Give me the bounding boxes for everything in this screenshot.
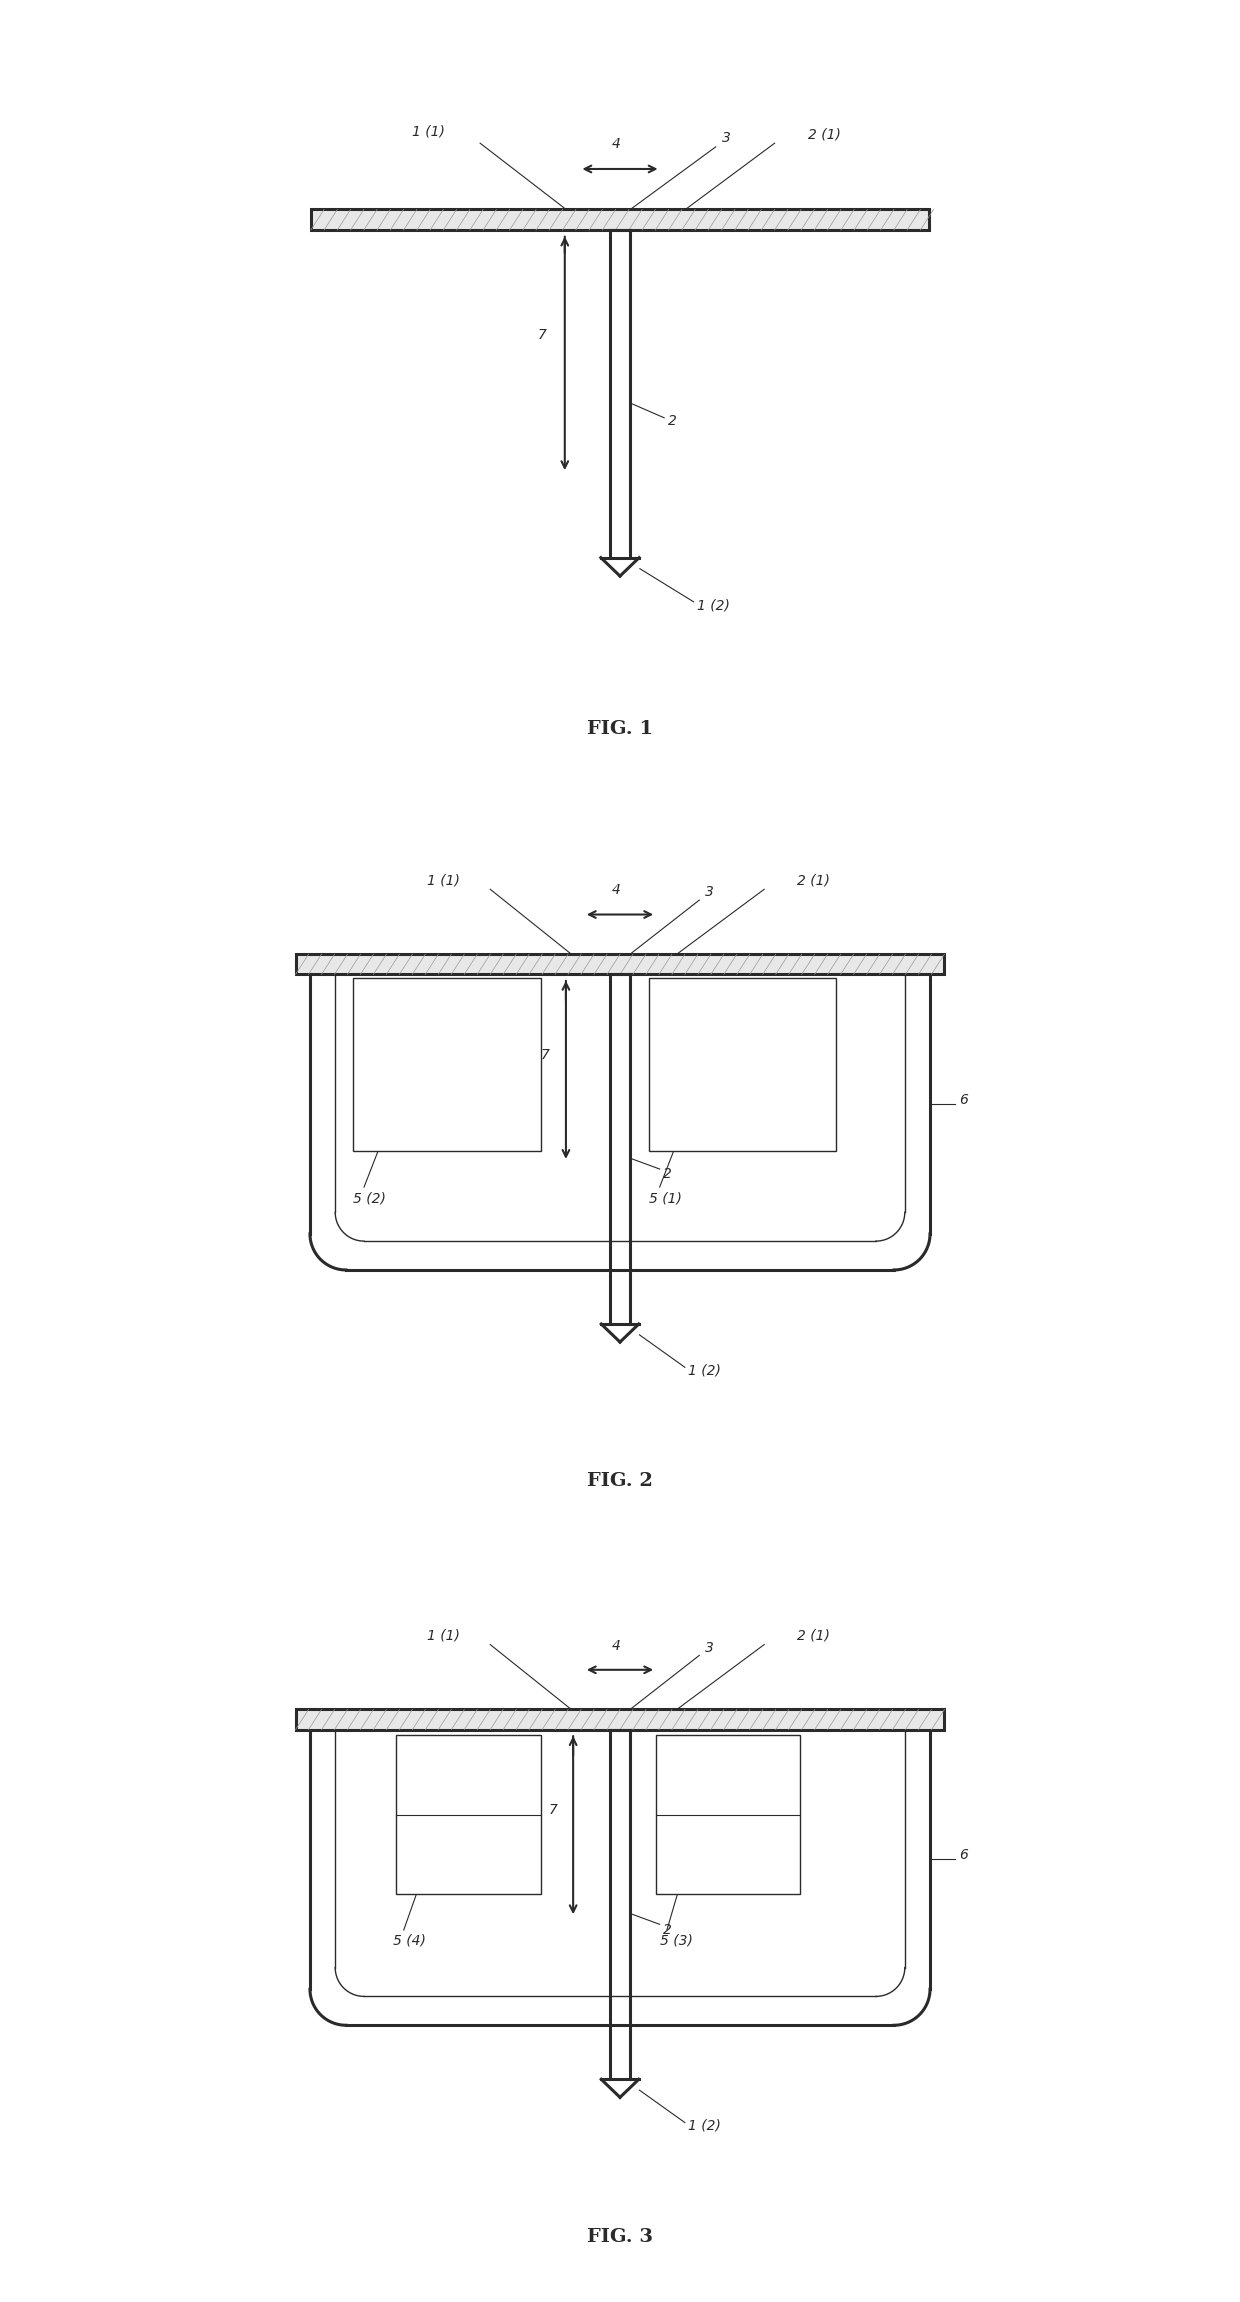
Text: 7: 7 <box>541 1047 551 1061</box>
Text: 7: 7 <box>548 1802 557 1816</box>
Text: FIG. 2: FIG. 2 <box>587 1473 653 1489</box>
Text: S: S <box>508 1004 520 1022</box>
Text: 2 (1): 2 (1) <box>796 872 830 886</box>
Text: 3: 3 <box>706 1641 714 1655</box>
Text: 1 (2): 1 (2) <box>688 1363 722 1377</box>
Text: 1 (2): 1 (2) <box>688 2118 722 2132</box>
Text: FIG. 1: FIG. 1 <box>587 721 653 739</box>
Text: 2: 2 <box>663 1167 672 1181</box>
Text: S: S <box>805 1004 815 1022</box>
Bar <box>649 978 836 1151</box>
Text: 5 (2): 5 (2) <box>353 1192 386 1206</box>
Text: N: N <box>671 1004 683 1022</box>
Text: 3: 3 <box>722 131 730 145</box>
Text: N: N <box>463 1761 475 1779</box>
Text: 3: 3 <box>706 886 714 900</box>
Text: 2: 2 <box>668 414 677 428</box>
Text: 4: 4 <box>613 1639 621 1653</box>
Text: 6: 6 <box>959 1849 967 1862</box>
Bar <box>311 209 929 230</box>
Text: 4: 4 <box>611 138 621 152</box>
Text: 1 (1): 1 (1) <box>427 1628 460 1644</box>
Text: 2: 2 <box>663 1922 672 1936</box>
Text: 1 (1): 1 (1) <box>427 872 460 886</box>
Text: 2 (1): 2 (1) <box>796 1628 830 1644</box>
Text: 6: 6 <box>959 1093 967 1107</box>
Text: 4: 4 <box>613 884 621 898</box>
Text: 5 (1): 5 (1) <box>649 1192 682 1206</box>
Text: S: S <box>723 1761 733 1779</box>
Text: 5 (3): 5 (3) <box>660 1934 692 1947</box>
Text: FIG. 3: FIG. 3 <box>587 2228 653 2244</box>
Text: 5 (4): 5 (4) <box>393 1934 425 1947</box>
Bar <box>353 978 541 1151</box>
Text: 1 (1): 1 (1) <box>412 124 445 138</box>
Text: 2 (1): 2 (1) <box>807 127 841 140</box>
Text: 1 (2): 1 (2) <box>697 599 730 612</box>
Text: S: S <box>464 1844 474 1862</box>
Bar <box>656 1736 800 1895</box>
Text: 7: 7 <box>537 327 547 341</box>
Text: N: N <box>722 1844 734 1862</box>
Text: N: N <box>374 1004 387 1022</box>
Bar <box>397 1736 541 1895</box>
Bar <box>295 953 945 974</box>
Bar <box>295 1710 945 1729</box>
